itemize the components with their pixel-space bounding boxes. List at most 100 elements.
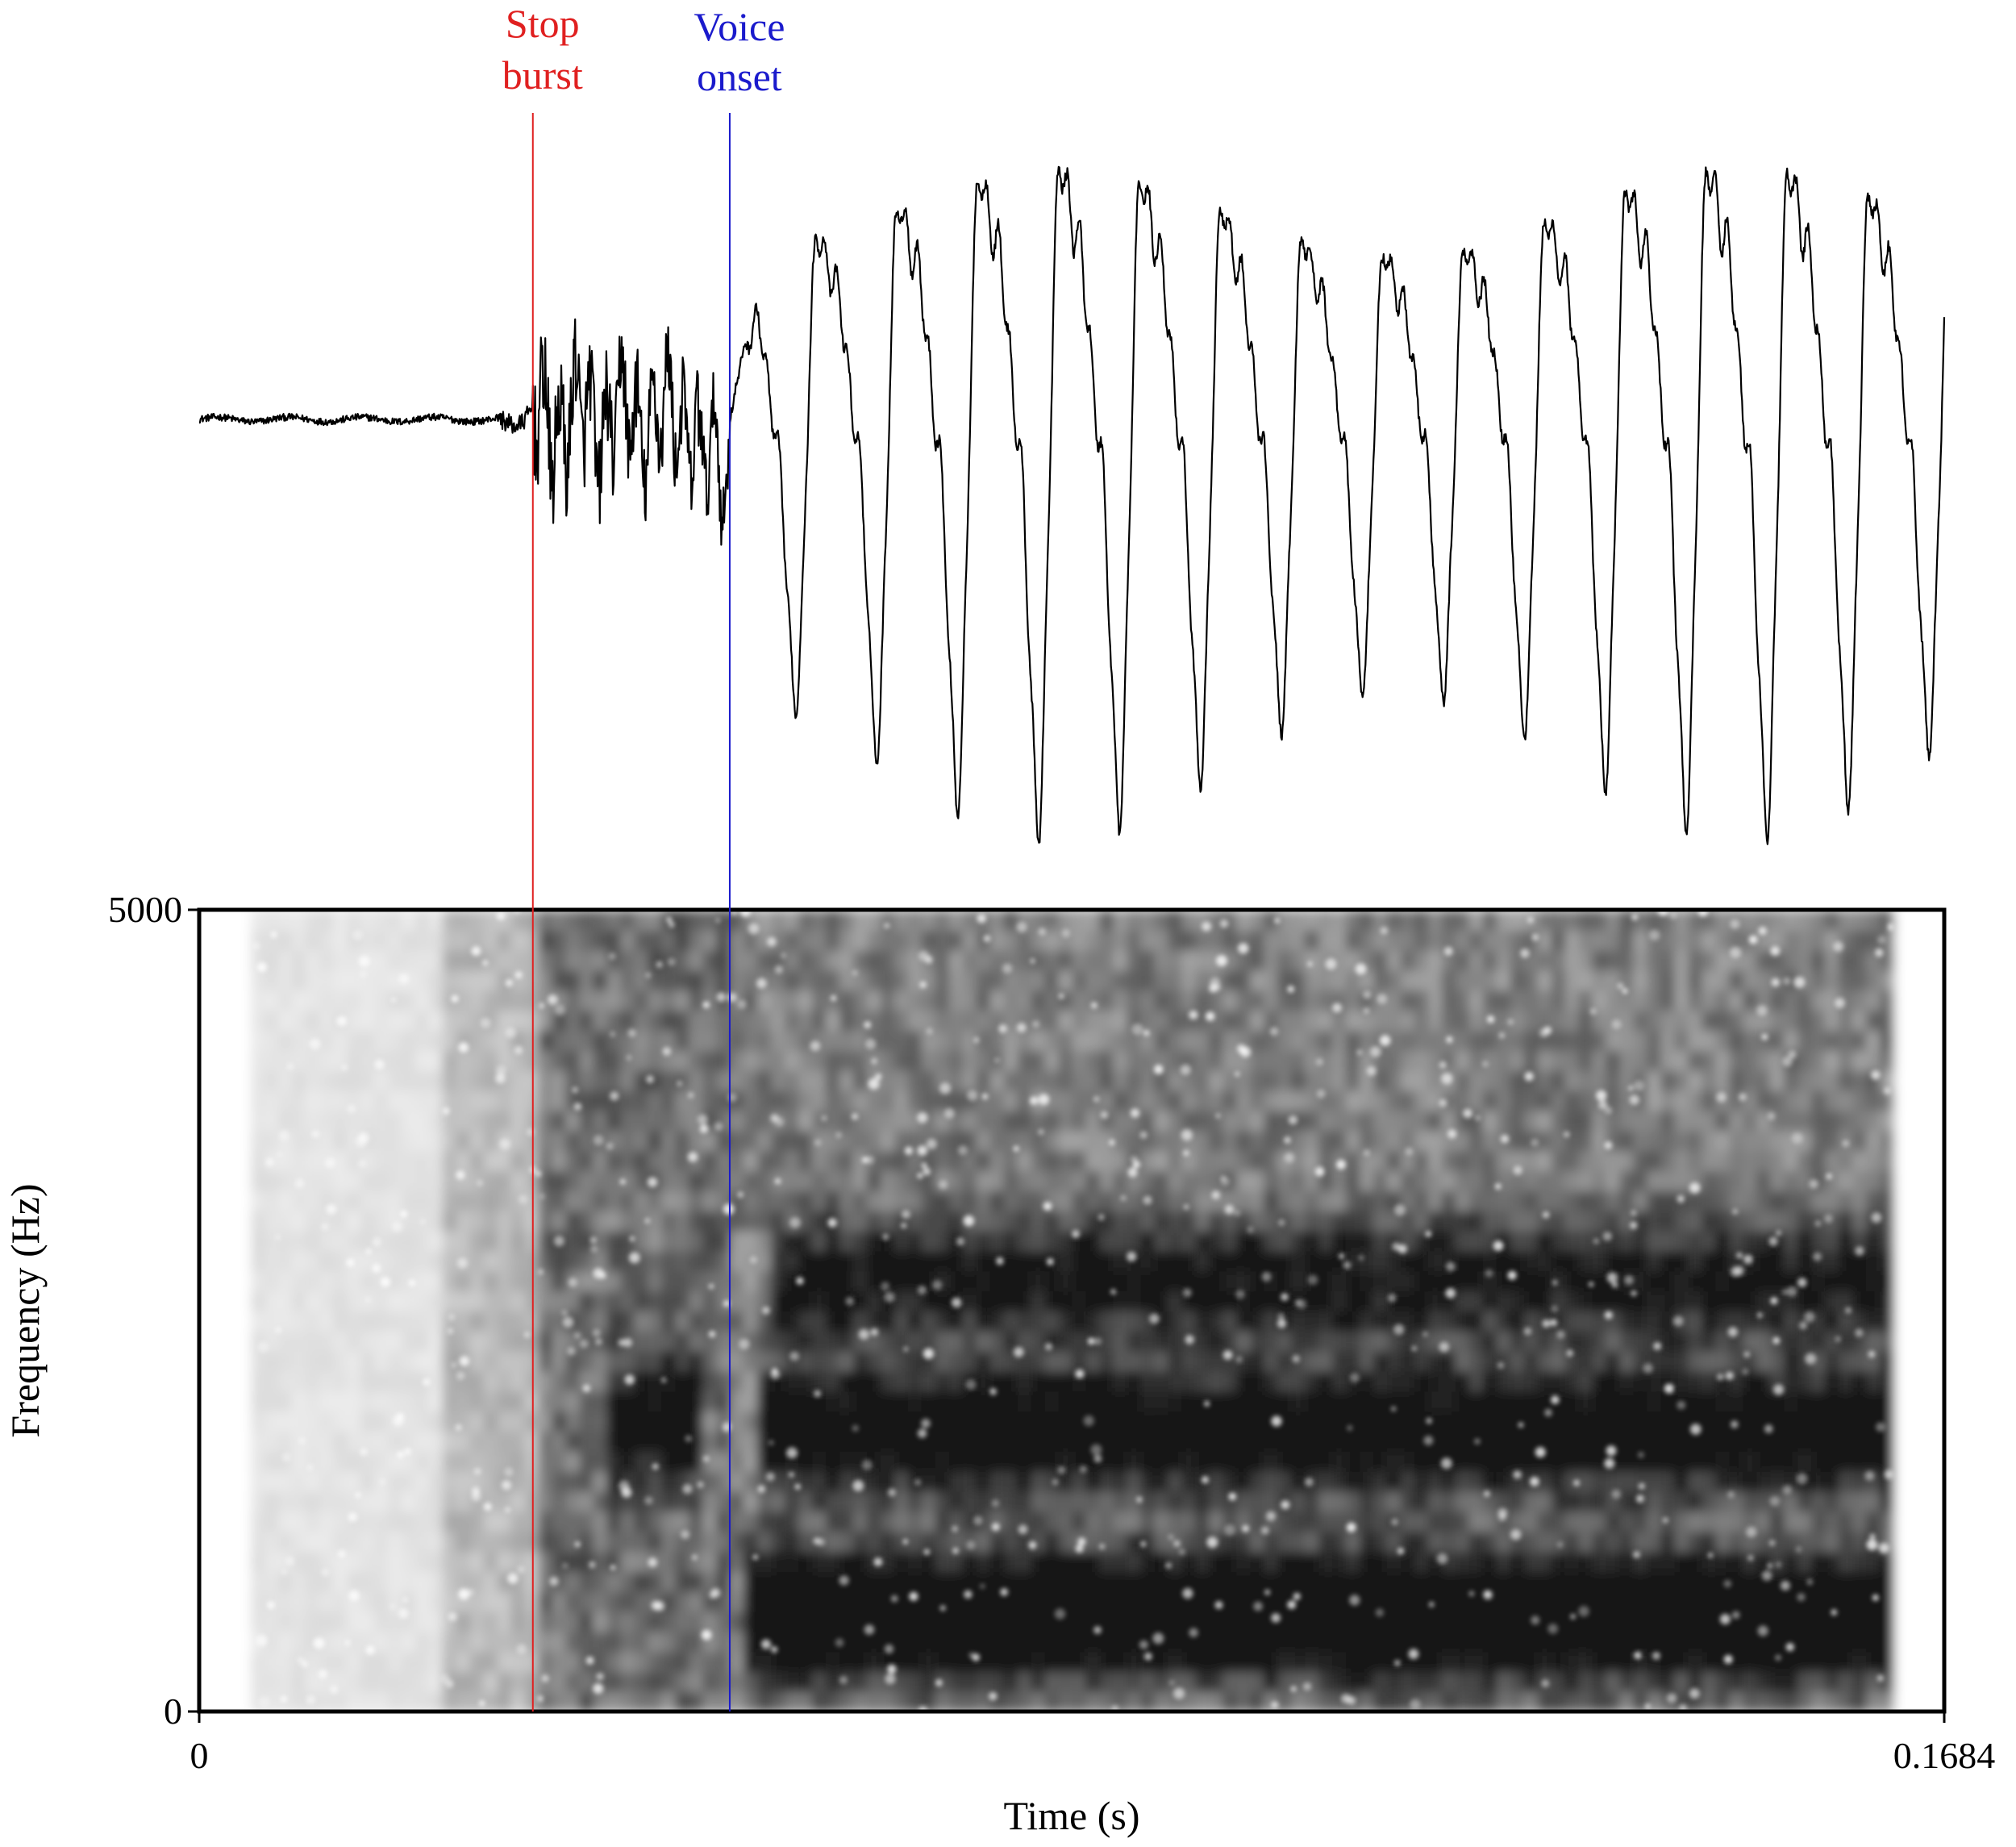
spectrogram-cell xyxy=(812,1270,827,1292)
spectrogram-cell xyxy=(292,1330,307,1352)
spectrogram-cell xyxy=(1058,1150,1073,1171)
spectrogram-cell xyxy=(414,1591,430,1612)
spectrogram-cell xyxy=(1880,1311,1895,1332)
spectrogram-cell xyxy=(1825,1571,1840,1592)
spectrogram-cell xyxy=(1523,1651,1539,1673)
spectrogram-cell xyxy=(1085,1631,1101,1653)
spectrogram-cell xyxy=(579,1350,594,1372)
spectrogram-cell xyxy=(771,1531,786,1553)
spectrogram-cell xyxy=(1264,929,1279,951)
spectrogram-cell xyxy=(1537,1531,1552,1553)
spectrogram-cell xyxy=(1332,1611,1347,1632)
spectrogram-cell xyxy=(1523,1531,1539,1553)
spectrogram-cell xyxy=(1825,1551,1840,1572)
spectrogram-cell xyxy=(675,1030,690,1051)
spectrogram-cell xyxy=(1743,1551,1758,1572)
spectrogram-cell xyxy=(1236,969,1252,991)
spectrogram-cell xyxy=(948,1691,964,1711)
spectrogram-cell xyxy=(1250,1270,1265,1292)
spectrogram-cell xyxy=(1441,1470,1456,1492)
spectrogram-cell xyxy=(1455,1130,1470,1152)
spectrogram-cell xyxy=(1017,1491,1032,1512)
spectrogram-cell xyxy=(1250,1671,1265,1693)
spectrogram-cell xyxy=(921,1631,936,1653)
spectrogram-cell xyxy=(360,1210,375,1232)
spectrogram-cell xyxy=(1660,1010,1676,1032)
spectrogram-cell xyxy=(1578,1230,1593,1252)
spectrogram-cell xyxy=(1332,1431,1347,1452)
spectrogram-cell xyxy=(606,1190,622,1211)
spectrogram-cell xyxy=(1551,1511,1566,1532)
spectrogram-cell xyxy=(1387,1551,1402,1572)
spectrogram-cell xyxy=(483,1150,498,1171)
spectrogram-cell xyxy=(497,1691,512,1711)
spectrogram-cell xyxy=(1387,1250,1402,1272)
spectrogram-cell xyxy=(1058,910,1073,931)
spectrogram-cell xyxy=(1441,1230,1456,1252)
spectrogram-cell xyxy=(1729,1050,1744,1071)
spectrogram-cell xyxy=(1085,910,1101,931)
spectrogram-cell xyxy=(524,1511,539,1532)
spectrogram-cell xyxy=(1099,1190,1114,1211)
spectrogram-cell xyxy=(1195,949,1210,971)
spectrogram-cell xyxy=(278,1311,294,1332)
spectrogram-cell xyxy=(251,1611,266,1632)
spectrogram-cell xyxy=(1140,1671,1156,1693)
spectrogram-cell xyxy=(757,1411,773,1432)
spectrogram-cell xyxy=(1756,1390,1772,1412)
spectrogram-cell xyxy=(456,1090,471,1111)
spectrogram-cell xyxy=(319,1511,335,1532)
spectrogram-cell xyxy=(251,1010,266,1032)
spectrogram-cell xyxy=(1195,1170,1210,1191)
spectrogram-cell xyxy=(1743,1010,1758,1032)
spectrogram-cell xyxy=(757,1611,773,1632)
spectrogram-cell xyxy=(1195,1431,1210,1452)
spectrogram-cell xyxy=(881,1411,895,1432)
spectrogram-cell xyxy=(716,1691,731,1711)
spectrogram-cell xyxy=(1510,1631,1525,1653)
spectrogram-cell xyxy=(853,1030,868,1051)
spectrogram-cell xyxy=(1564,1190,1580,1211)
spectrogram-cell xyxy=(524,1571,539,1592)
spectrogram-cell xyxy=(1250,1130,1265,1152)
spectrogram-cell xyxy=(798,1531,814,1553)
spectrogram-cell xyxy=(989,1210,1005,1232)
spectrogram-cell xyxy=(1058,1691,1073,1711)
spectrogram-cell xyxy=(1127,1470,1142,1492)
spectrogram-cell xyxy=(1702,1330,1717,1352)
spectrogram-cell xyxy=(881,1571,895,1592)
spectrogram-cell xyxy=(785,1230,800,1252)
spectrogram-cell xyxy=(1592,910,1607,931)
spectrogram-speckle-dot xyxy=(306,1464,314,1471)
spectrogram-cell xyxy=(894,1370,909,1392)
spectrogram-cell xyxy=(948,1370,964,1392)
spectrogram-cell xyxy=(538,1691,553,1711)
spectrogram-cell xyxy=(1510,1350,1525,1372)
spectrogram-cell xyxy=(908,1551,923,1572)
spectrogram-cell xyxy=(1866,1150,1881,1171)
spectrogram-cell xyxy=(1072,1210,1087,1232)
spectrogram-cell xyxy=(1852,969,1868,991)
spectrogram-cell xyxy=(565,1651,581,1673)
spectrogram-cell xyxy=(510,1411,526,1432)
spectrogram-cell xyxy=(1880,1330,1895,1352)
spectrogram-cell xyxy=(1880,1611,1895,1632)
spectrogram-cell xyxy=(702,1390,718,1412)
spectrogram-cell xyxy=(414,1651,430,1673)
spectrogram-cell xyxy=(976,1431,991,1452)
spectrogram-cell xyxy=(1578,1451,1593,1472)
spectrogram-cell xyxy=(1373,1571,1389,1592)
spectrogram-cell xyxy=(1633,1311,1648,1332)
spectrogram-cell xyxy=(771,910,786,931)
spectrogram-cell xyxy=(948,1591,964,1612)
spectrogram-cell xyxy=(948,1531,964,1553)
spectrogram-cell xyxy=(634,1190,649,1211)
spectrogram-cell xyxy=(1360,1491,1375,1512)
spectrogram-cell xyxy=(1003,1069,1018,1091)
spectrogram-cell xyxy=(744,1311,759,1332)
spectrogram-cell xyxy=(538,1531,553,1553)
spectrogram-cell xyxy=(661,1050,677,1071)
spectrogram-cell xyxy=(1181,1411,1197,1432)
spectrogram-cell xyxy=(1852,1470,1868,1492)
spectrogram-cell xyxy=(1482,1170,1497,1191)
